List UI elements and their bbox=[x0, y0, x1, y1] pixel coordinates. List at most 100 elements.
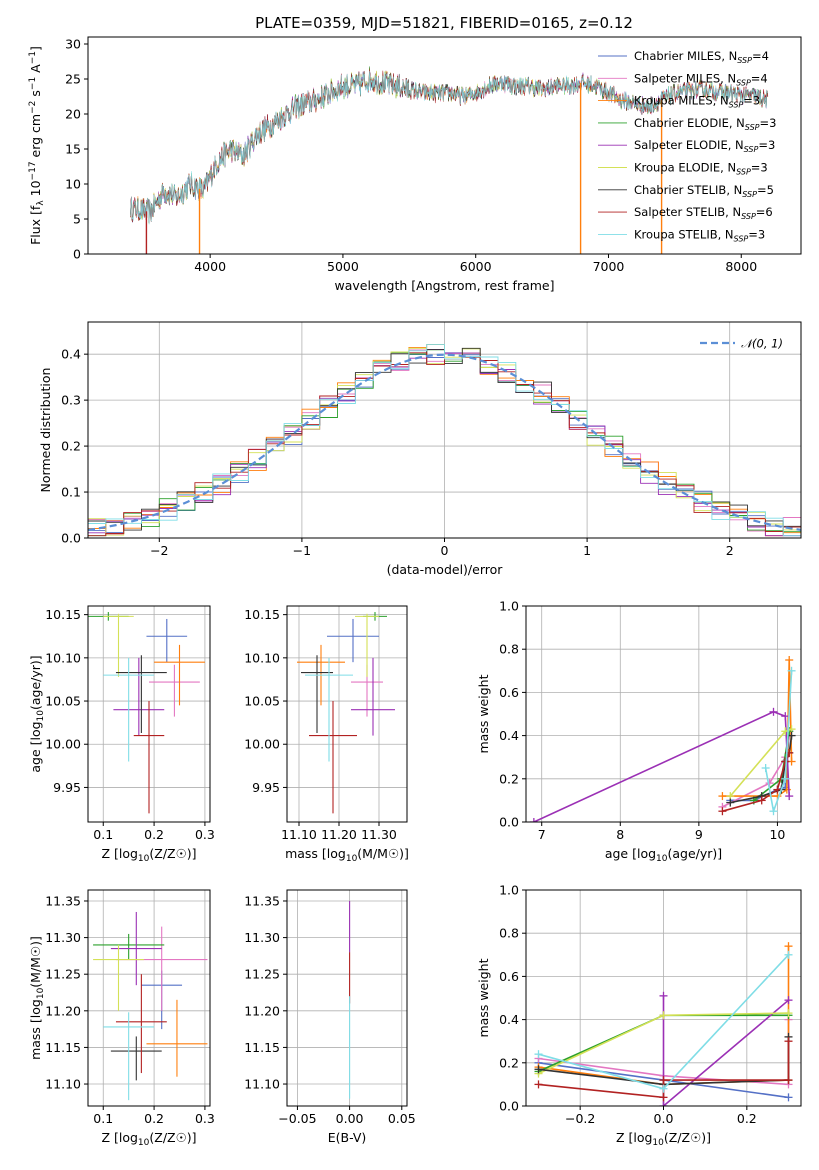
label-part: (Z/Z☉)] bbox=[664, 1130, 711, 1145]
weight-vs-Z-xlabel: Z [log10(Z/Z☉)] bbox=[616, 1130, 711, 1148]
weight-marker bbox=[718, 807, 727, 816]
label-part: log bbox=[633, 1130, 652, 1145]
label-part: (Z/Z☉)] bbox=[149, 846, 196, 861]
y-tick-label: 5 bbox=[73, 212, 81, 227]
y-tick-label: 9.95 bbox=[53, 780, 81, 795]
label-part: cm bbox=[28, 114, 43, 133]
spectrum-plot-area bbox=[130, 66, 769, 254]
error-bar-point bbox=[351, 657, 395, 736]
error-bar-point bbox=[93, 933, 165, 960]
x-tick-label: −0.2 bbox=[565, 1111, 595, 1126]
residuals-frame bbox=[87, 321, 802, 539]
spectrum-title: PLATE=0359, MJD=51821, FIBERID=0165, z=0… bbox=[255, 14, 633, 32]
error-bar-point bbox=[146, 618, 188, 663]
y-tick-label: 0.2 bbox=[61, 439, 81, 454]
label-part: (data-model)/error bbox=[387, 562, 504, 577]
label-part: Z [ bbox=[101, 1130, 118, 1145]
label-part: 10 bbox=[138, 854, 150, 864]
x-tick-label: 4000 bbox=[194, 259, 226, 274]
y-tick-label: 0.4 bbox=[61, 347, 81, 362]
age-vs-Z-frame bbox=[87, 605, 211, 823]
weight-marker bbox=[784, 950, 793, 959]
label-part: λ bbox=[36, 200, 46, 206]
y-tick-label: 1.0 bbox=[499, 883, 519, 898]
residuals-axes: −2 −1 0 1 2 0.0 0.1 0.2 0.3 0.4 (data-model)/error… bbox=[38, 321, 802, 577]
weight-marker bbox=[534, 1080, 543, 1089]
residual-legend: 𝒩(0, 1) bbox=[700, 337, 783, 351]
legend-tail: =5 bbox=[757, 183, 774, 197]
y-tick-label: 0.1 bbox=[61, 485, 81, 500]
y-tick-label: 30 bbox=[65, 37, 81, 52]
y-tick-label: 0.4 bbox=[499, 728, 519, 743]
weight-marker bbox=[761, 764, 770, 772]
weight-marker bbox=[784, 996, 793, 1005]
y-tick-label: 11.25 bbox=[244, 967, 280, 982]
legend-tail: =3 bbox=[760, 116, 777, 130]
label-part: log bbox=[28, 721, 43, 740]
x-tick-label: 1 bbox=[583, 543, 591, 558]
label-part: erg bbox=[28, 133, 43, 162]
x-tick-label: 0.1 bbox=[93, 827, 113, 842]
error-bar-point bbox=[133, 701, 165, 814]
x-tick-label: 0.1 bbox=[93, 1111, 113, 1126]
weight-marker bbox=[757, 796, 766, 805]
y-tick-label: 0.0 bbox=[499, 815, 519, 830]
error-bar-point bbox=[301, 655, 333, 734]
mass-vs-EBV-xlabel: E(B-V) bbox=[328, 1130, 367, 1145]
y-tick-label: 10.05 bbox=[45, 694, 81, 709]
weight-marker bbox=[718, 792, 727, 801]
y-tick-label: 11.15 bbox=[45, 1040, 81, 1055]
weight-marker bbox=[784, 1037, 793, 1046]
x-tick-label: 10 bbox=[769, 827, 785, 842]
label-part: −1 bbox=[28, 51, 38, 64]
legend-sub: SSP bbox=[736, 168, 751, 177]
spectrum-frame bbox=[87, 36, 802, 255]
label-part: −2 bbox=[28, 101, 38, 114]
mass-vs-EBV-frame bbox=[286, 889, 408, 1107]
x-tick-label: 0.3 bbox=[195, 1111, 215, 1126]
x-tick-label: 5000 bbox=[327, 259, 359, 274]
legend-entry: 𝒩(0, 1) bbox=[741, 337, 783, 351]
x-tick-label: 7000 bbox=[593, 259, 625, 274]
weight-marker bbox=[659, 1076, 668, 1085]
legend-entry: Chabrier STELIB, NSSP=5 bbox=[634, 183, 774, 199]
weight-series-line bbox=[764, 670, 793, 815]
label-part: mass weight bbox=[476, 674, 491, 753]
weight-marker bbox=[787, 666, 796, 675]
label-part: mass [ bbox=[28, 1018, 43, 1060]
normal-curve bbox=[88, 353, 801, 531]
legend-label: Chabrier ELODIE, N bbox=[634, 116, 745, 130]
legend-label: Salpeter STELIB, N bbox=[634, 205, 741, 219]
label-part: −1 bbox=[28, 77, 38, 90]
legend-sub: SSP bbox=[745, 123, 760, 132]
label-part: 10 bbox=[138, 1138, 150, 1148]
chart-layer: 4000 5000 6000 7000 8000051015202530waveleng… bbox=[28, 36, 802, 1148]
label-part: 10 bbox=[36, 710, 46, 722]
y-tick-label: 10.10 bbox=[244, 650, 280, 665]
x-tick-label: 0.2 bbox=[737, 1111, 757, 1126]
age-vs-mass-plot-area bbox=[297, 612, 395, 814]
x-tick-label: −2 bbox=[150, 543, 168, 558]
x-tick-label: 11.30 bbox=[361, 827, 397, 842]
y-tick-label: 20 bbox=[65, 107, 81, 122]
weight-marker bbox=[769, 707, 778, 716]
label-part: A bbox=[28, 64, 43, 73]
legend-label: Salpeter ELODIE, N bbox=[634, 138, 744, 152]
residual-histogram bbox=[88, 352, 801, 538]
x-tick-label: 0.05 bbox=[388, 1111, 416, 1126]
label-part: Normed distribution bbox=[38, 368, 53, 493]
legend-label: Kroupa MILES, N bbox=[634, 94, 729, 108]
label-part: age [ bbox=[28, 741, 43, 773]
x-tick-label: 0 bbox=[441, 543, 449, 558]
weight-vs-age-xlabel: age [log10(age/yr)] bbox=[605, 846, 722, 864]
error-bar-point bbox=[149, 664, 200, 717]
weight-marker bbox=[769, 807, 778, 816]
weight-vs-age-plot-area bbox=[529, 656, 796, 822]
legend-sub: SSP bbox=[744, 145, 759, 154]
y-tick-label: 11.10 bbox=[45, 1077, 81, 1092]
label-part: log bbox=[327, 846, 346, 861]
y-tick-label: 11.35 bbox=[244, 893, 280, 908]
legend-label: Kroupa ELODIE, N bbox=[634, 161, 736, 175]
